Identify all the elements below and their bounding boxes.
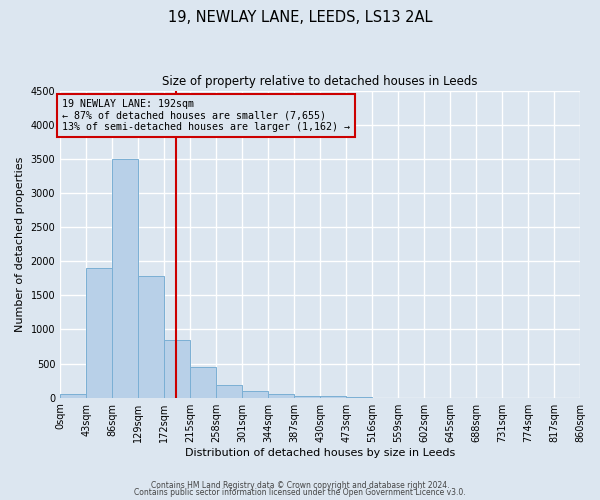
Bar xyxy=(164,340,190,398)
Text: Contains HM Land Registry data © Crown copyright and database right 2024.: Contains HM Land Registry data © Crown c… xyxy=(151,480,449,490)
Bar xyxy=(320,396,346,398)
Bar xyxy=(242,391,268,398)
Bar xyxy=(216,386,242,398)
Text: 19 NEWLAY LANE: 192sqm
← 87% of detached houses are smaller (7,655)
13% of semi-: 19 NEWLAY LANE: 192sqm ← 87% of detached… xyxy=(62,98,350,132)
Bar xyxy=(190,367,216,398)
Bar xyxy=(268,394,294,398)
Bar xyxy=(86,268,112,398)
Text: Contains public sector information licensed under the Open Government Licence v3: Contains public sector information licen… xyxy=(134,488,466,497)
Y-axis label: Number of detached properties: Number of detached properties xyxy=(15,156,25,332)
Bar xyxy=(294,396,320,398)
Title: Size of property relative to detached houses in Leeds: Size of property relative to detached ho… xyxy=(163,75,478,88)
Bar xyxy=(60,394,86,398)
Bar xyxy=(112,159,138,398)
Bar xyxy=(138,276,164,398)
X-axis label: Distribution of detached houses by size in Leeds: Distribution of detached houses by size … xyxy=(185,448,455,458)
Text: 19, NEWLAY LANE, LEEDS, LS13 2AL: 19, NEWLAY LANE, LEEDS, LS13 2AL xyxy=(168,10,432,25)
